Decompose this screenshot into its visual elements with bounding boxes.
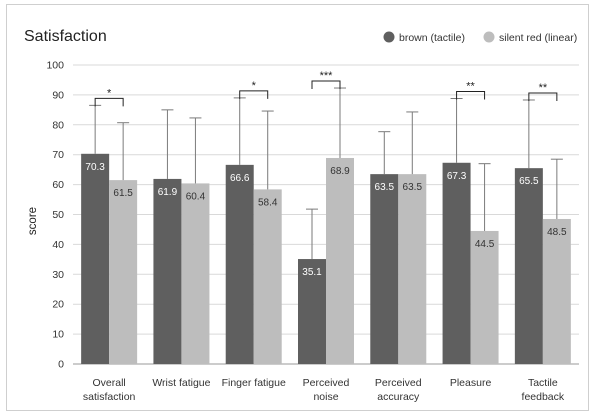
category-label: Perceived xyxy=(375,377,422,389)
category-label: Wrist fatigue xyxy=(152,377,210,389)
data-label: 67.3 xyxy=(447,171,467,182)
bar xyxy=(253,189,282,364)
category-label: Tactile xyxy=(528,377,558,389)
bar xyxy=(181,183,210,364)
bar xyxy=(326,157,354,364)
data-label: 68.9 xyxy=(330,166,350,177)
y-tick-label: 50 xyxy=(52,209,64,221)
y-tick-label: 70 xyxy=(52,149,64,161)
bar xyxy=(370,174,399,364)
data-label: 65.5 xyxy=(519,176,539,187)
bars xyxy=(81,153,571,364)
data-labels: 70.3 61.5 61.9 60.4 66.6 58.4 35.1 68.9 63.5 63.5… xyxy=(85,162,567,278)
legend-marker xyxy=(383,31,395,43)
y-tick-label: 30 xyxy=(52,269,64,281)
significance-stars: *** xyxy=(320,70,334,82)
y-tick-label: 60 xyxy=(52,179,64,191)
y-tick-label: 100 xyxy=(46,60,64,72)
category-label: Pleasure xyxy=(450,377,492,389)
category-label: feedback xyxy=(522,391,565,403)
significance-stars: * xyxy=(107,87,112,99)
y-axis-label: score xyxy=(27,207,39,235)
significance-markers: ******* ** xyxy=(94,70,558,107)
data-label: 48.5 xyxy=(547,227,567,238)
chart-frame: Satisfaction brown (tactile) silent red (… xyxy=(6,4,589,411)
bar xyxy=(542,218,571,364)
legend-entry: silent red (linear) xyxy=(499,32,577,44)
category-labels: Overall satisfaction Wrist fatigue Finger f… xyxy=(83,377,565,403)
chart-title: Satisfaction xyxy=(24,28,107,45)
legend-entry: brown (tactile) xyxy=(399,32,465,44)
y-tick-label: 0 xyxy=(58,359,64,371)
category-label: noise xyxy=(313,391,338,403)
bar xyxy=(470,230,499,364)
y-tick-label: 20 xyxy=(52,299,64,311)
data-label: 61.5 xyxy=(113,188,133,199)
significance-stars: ** xyxy=(539,82,548,94)
significance-bracket xyxy=(456,90,486,100)
category-label: satisfaction xyxy=(83,391,136,403)
bar xyxy=(81,153,110,364)
data-label: 58.4 xyxy=(258,197,278,208)
data-label: 66.6 xyxy=(230,173,250,184)
data-label: 44.5 xyxy=(475,239,495,250)
bar xyxy=(298,259,326,364)
significance-bracket xyxy=(311,80,341,90)
bar xyxy=(225,164,254,364)
bar xyxy=(514,168,543,364)
significance-bracket xyxy=(94,97,124,107)
y-tick-label: 90 xyxy=(52,89,64,101)
significance-bracket xyxy=(528,92,558,101)
significance-stars: ** xyxy=(466,80,475,92)
error-bars xyxy=(89,87,563,260)
significance-bracket xyxy=(239,90,269,99)
data-label: 70.3 xyxy=(85,162,105,173)
y-tick-label: 10 xyxy=(52,329,64,341)
bar xyxy=(442,162,471,364)
data-label: 35.1 xyxy=(302,267,322,278)
category-label: accuracy xyxy=(377,391,420,403)
bar xyxy=(398,174,427,364)
data-label: 63.5 xyxy=(403,182,423,193)
y-tick-label: 80 xyxy=(52,119,64,131)
bar xyxy=(109,180,138,364)
legend-marker xyxy=(483,31,495,43)
bar-chart: Satisfaction brown (tactile) silent red (… xyxy=(24,28,579,403)
category-label: Perceived xyxy=(303,377,350,389)
category-label: Overall xyxy=(93,377,126,389)
legend: brown (tactile) silent red (linear) xyxy=(383,31,577,44)
bar xyxy=(153,178,182,364)
y-axis-ticks: 0 10 20 30 40 50 60 70 80 90 100 xyxy=(46,60,64,371)
data-label: 61.9 xyxy=(158,187,178,198)
significance-stars: * xyxy=(252,80,257,92)
data-label: 60.4 xyxy=(186,191,206,202)
data-label: 63.5 xyxy=(375,182,395,193)
y-tick-label: 40 xyxy=(52,239,64,251)
category-label: Finger fatigue xyxy=(222,377,286,389)
